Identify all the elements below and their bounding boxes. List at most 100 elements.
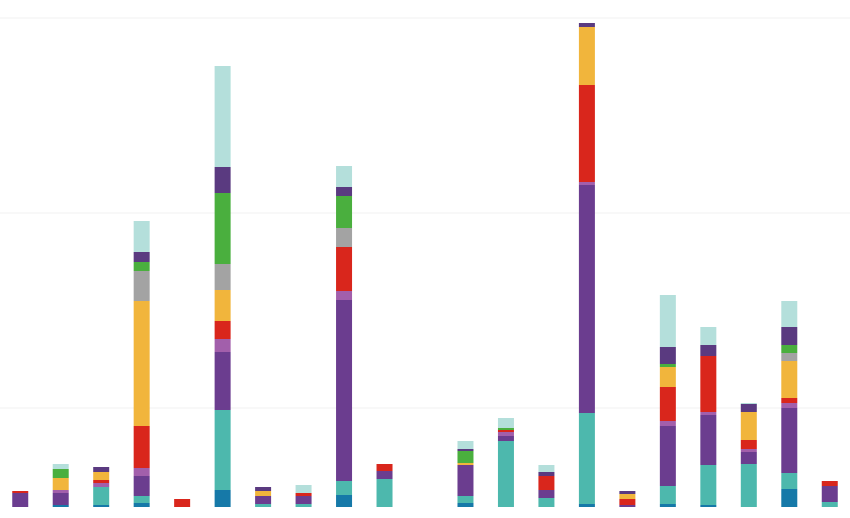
bar-segment [659,421,676,426]
bar-segment [52,505,69,507]
bar-segment [497,432,514,436]
bar-segment [133,503,150,507]
bar-segment [295,504,312,507]
bar-segment [457,449,474,451]
bar-segment [336,187,353,196]
bar-segment [740,403,757,404]
bar-segment [93,487,110,505]
bar-segment [336,228,353,247]
bar-segment [781,403,798,408]
bar-segment [214,410,231,490]
bar-segment [214,290,231,321]
bar-segment [336,495,353,507]
bar-segment [578,85,595,182]
bar-segment [214,264,231,290]
bar-segment [497,430,514,432]
bar-segment [619,491,636,494]
bar-segment [740,464,757,507]
bar-segment [659,347,676,364]
bar-segment [538,476,555,490]
bar-segment [578,504,595,507]
bar-segment [740,449,757,452]
bar-segment [93,480,110,483]
bar-segment [659,504,676,507]
bar-segment [295,493,312,496]
bar-segment [12,491,29,493]
bar-segment [700,412,717,415]
bar-segment [214,167,231,193]
bar-segment [457,463,474,465]
bar-segment [295,496,312,504]
bar-segment [12,493,29,507]
bar-segment [93,505,110,507]
bar-segment [659,364,676,367]
bar-segment [174,499,191,507]
bar-segment [781,473,798,489]
bar-segment [133,252,150,262]
bar-segment [700,327,717,345]
bar-segment [740,412,757,440]
bar-segment [214,490,231,507]
bar-segment [740,440,757,449]
bar-segment [781,489,798,507]
bar-segment [781,301,798,327]
bar-segment [781,361,798,398]
bar-segment [700,415,717,465]
bar-segment [52,490,69,493]
bar-segment [133,301,150,426]
bar-segment [457,465,474,496]
bar-segment [133,221,150,252]
bar-segment [255,491,272,496]
bar-segment [133,468,150,476]
bar-segment [781,398,798,403]
bar-segment [578,182,595,185]
bar-segment [538,490,555,498]
bar-segment [336,166,353,187]
bar-segment [700,356,717,412]
bar-segment [578,413,595,504]
bar-segment [133,476,150,496]
bar-segment [659,486,676,504]
bar-segment [740,452,757,464]
bar-segment [376,471,393,479]
bar-segment [214,193,231,264]
bar-segment [93,467,110,472]
bar-segment [740,404,757,412]
bar-segment [52,493,69,505]
bar-segment [821,481,838,486]
bar-segment [659,367,676,387]
bar-segment [619,494,636,499]
bar-segment [93,472,110,480]
bar-segment [538,472,555,476]
bar-segment [376,479,393,507]
bar-segment [497,441,514,507]
bar-segment [578,185,595,413]
bar-segment [538,498,555,507]
bar-segment [821,502,838,507]
bar-segment [376,464,393,471]
bar-segment [659,426,676,486]
bar-segment [700,345,717,356]
bar-segment [578,27,595,85]
bar-segment [336,481,353,495]
bar-segment [457,441,474,449]
bar-segment [52,469,69,478]
bar-segment [336,300,353,481]
bar-segment [336,247,353,291]
bar-segment [133,426,150,468]
bar-segment [133,262,150,271]
bar-segment [336,196,353,228]
bar-segment [93,483,110,487]
bar-segment [457,451,474,463]
bar-segment [133,496,150,503]
bar-segment [52,478,69,490]
bar-segment [619,499,636,505]
bar-segment [659,295,676,347]
bar-segment [255,496,272,504]
bar-segment [457,496,474,503]
bar-segment [497,436,514,441]
bar-segment [781,345,798,353]
bar-segment [619,505,636,507]
bar-segment [133,271,150,301]
